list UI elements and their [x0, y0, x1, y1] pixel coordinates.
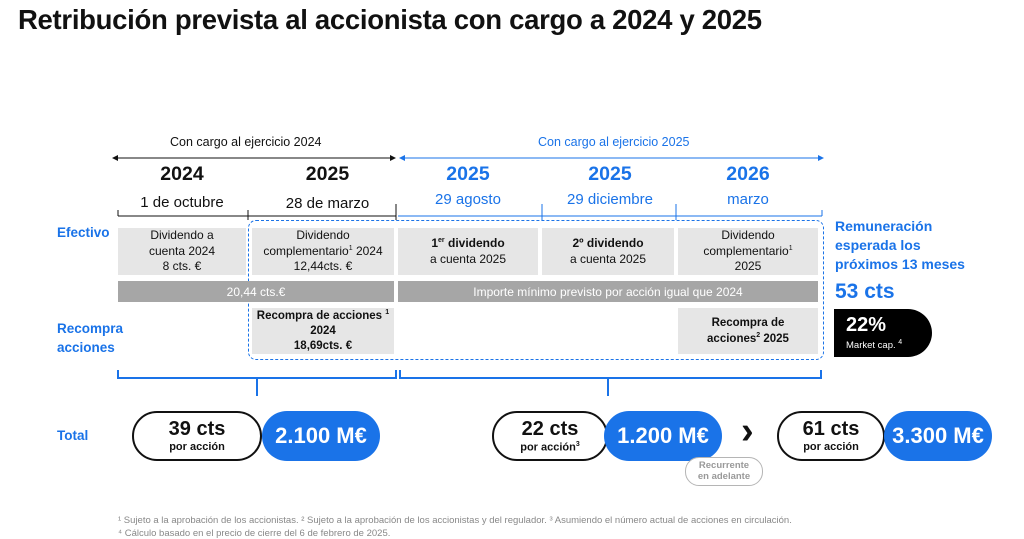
market-cap-text: Market cap. — [846, 340, 896, 352]
footnote-ref: 1 — [788, 244, 793, 252]
total-amount-2024: 2.100 M€ — [262, 411, 380, 461]
total-pill-combined: 61 cts por acción — [777, 411, 885, 461]
date-col-4: 29 diciembre — [567, 191, 653, 208]
footnote-ref: 2 — [756, 331, 761, 339]
brackets — [117, 370, 822, 396]
cell-text: 2025 — [734, 259, 762, 274]
cell-text: 2024 — [310, 324, 336, 337]
footnote-ref: 1 — [348, 244, 353, 252]
cell-text: complementario1 — [703, 244, 792, 260]
footnote-ref: 4 — [898, 339, 903, 346]
cell-text: acciones — [707, 332, 757, 345]
cell-sup: er — [438, 236, 445, 244]
recurrente-l2: en adelante — [697, 470, 751, 482]
cell-recompra-2024: Recompra de acciones 1 2024 18,69cts. € — [252, 308, 394, 354]
cell-text: 18,69cts. € — [293, 339, 353, 352]
cell-text: Recompra de — [711, 316, 785, 329]
recurrente-badge: Recurrente en adelante — [685, 457, 763, 486]
year-col-2: 2025 — [305, 163, 350, 185]
cell-text: Dividendo — [721, 228, 775, 243]
date-col-2: 28 de marzo — [285, 195, 370, 212]
market-cap-label: Market cap. 4 — [846, 339, 902, 351]
total-cts: 61 cts — [802, 418, 860, 440]
cell-text: 1 — [431, 235, 439, 250]
cell-text: complementario1 2024 — [263, 244, 382, 260]
cell-text: 1er dividendo — [431, 236, 504, 252]
row-label-efectivo: Efectivo — [57, 225, 110, 240]
page-title: Retribución prevista al accionista con c… — [18, 4, 762, 35]
remuneracion-l2: esperada los — [835, 236, 921, 253]
cell-dividendo-complementario-2025: Dividendo complementario1 2025 — [678, 228, 818, 275]
cell-text: 2º dividendo — [572, 235, 644, 250]
cell-recompra-2025: Recompra de acciones2 2025 — [678, 308, 818, 354]
cell-dividendo-cuenta-2024: Dividendo a cuenta 2024 8 cts. € — [118, 228, 246, 275]
cell-text: Recompra de acciones 1 — [257, 308, 389, 324]
year-col-4: 2025 — [588, 163, 632, 185]
date-col-5: marzo — [727, 191, 769, 208]
cell-segundo-dividendo-2025: 2º dividendo a cuenta 2025 — [542, 228, 674, 275]
cell-text: Dividendo a — [150, 228, 214, 243]
row-label-recompra-l1: Recompra — [57, 321, 124, 336]
footnote-line-2: ⁴ Cálculo basado en el precio de cierre … — [118, 528, 391, 539]
cell-text: cuenta 2024 — [148, 243, 216, 258]
total-label: por acción — [803, 441, 859, 453]
recurrente-l1: Recurrente — [698, 459, 750, 471]
market-cap-badge: 22% Market cap. 4 — [834, 309, 932, 357]
cell-text: 2025 — [760, 332, 789, 345]
bar-importe-minimo: Importe mínimo previsto por acción igual… — [398, 281, 818, 302]
cell-text: 8 cts. € — [162, 259, 202, 274]
total-pill-2024: 39 cts por acción — [132, 411, 262, 461]
cell-text: dividendo — [444, 235, 505, 250]
cell-text: complementario — [263, 243, 349, 258]
footnote-ref: 1 — [385, 309, 390, 317]
cell-primer-dividendo-2025: 1er dividendo a cuenta 2025 — [398, 228, 538, 275]
row-label-total: Total — [57, 428, 89, 443]
row-label-recompra: Recompra acciones — [57, 320, 123, 358]
total-amount-combined: 3.300 M€ — [884, 411, 992, 461]
cell-text: Dividendo — [296, 228, 350, 243]
cell-text: 2024 — [355, 243, 383, 258]
remuneracion-value: 53 cts — [835, 280, 895, 303]
year-col-3: 2025 — [446, 163, 490, 185]
remuneracion-l1: Remuneración — [835, 218, 933, 234]
date-col-3: 29 agosto — [435, 191, 501, 208]
row-label-recompra-l2: acciones — [57, 339, 115, 355]
cell-text: 12,44cts. € — [293, 259, 353, 274]
remuneracion-label: Remuneración esperada los próximos 13 me… — [835, 217, 965, 274]
header-arrows — [112, 155, 824, 161]
year-col-5: 2026 — [726, 163, 770, 185]
cell-text: acciones2 2025 — [707, 331, 789, 347]
cell-dividendo-complementario-2024: Dividendo complementario1 2024 12,44cts.… — [252, 228, 394, 275]
total-cts: 39 cts — [168, 418, 226, 440]
cell-text: Recompra de acciones — [256, 310, 383, 322]
total-label-text: por acción — [520, 441, 576, 454]
header-ejercicio-2025: Con cargo al ejercicio 2025 — [538, 135, 690, 149]
cell-text: complementario — [703, 243, 789, 258]
cell-text: a cuenta 2025 — [569, 251, 647, 266]
footnote-ref: 3 — [575, 440, 580, 448]
bar-total-2024: 20,44 cts.€ — [118, 281, 394, 302]
market-cap-pct: 22% — [846, 314, 887, 336]
total-cts: 22 cts — [521, 417, 579, 440]
chevron-right-icon: › — [741, 410, 754, 452]
date-timeline — [117, 204, 823, 220]
total-pill-2025: 22 cts por acción3 — [492, 411, 608, 461]
remuneracion-l3: próximos 13 meses — [835, 255, 965, 272]
total-label: por acción3 — [520, 441, 580, 454]
total-amount-2025: 1.200 M€ — [604, 411, 722, 461]
year-col-1: 2024 — [160, 163, 204, 185]
cell-text: a cuenta 2025 — [429, 251, 507, 266]
header-ejercicio-2024: Con cargo al ejercicio 2024 — [170, 135, 322, 149]
total-label: por acción — [169, 441, 225, 453]
footnote-line-1: ¹ Sujeto a la aprobación de los accionis… — [118, 515, 792, 526]
date-col-1: 1 de octubre — [140, 194, 224, 211]
